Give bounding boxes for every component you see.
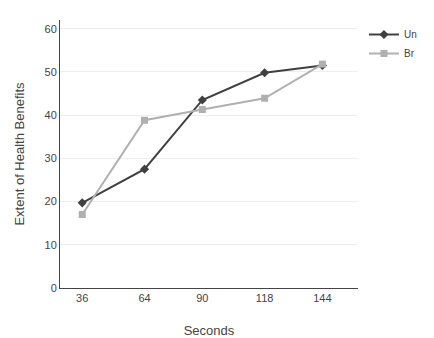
svg-text:20: 20	[45, 195, 57, 207]
svg-text:36: 36	[76, 292, 88, 304]
svg-text:Br: Br	[404, 48, 415, 59]
svg-text:90: 90	[196, 292, 208, 304]
svg-text:118: 118	[256, 292, 274, 304]
svg-text:144: 144	[313, 292, 331, 304]
svg-text:40: 40	[45, 109, 57, 121]
svg-text:60: 60	[45, 23, 57, 35]
svg-text:30: 30	[45, 152, 57, 164]
svg-text:64: 64	[138, 292, 150, 304]
svg-text:Seconds: Seconds	[184, 323, 235, 338]
svg-text:10: 10	[45, 239, 57, 251]
svg-text:0: 0	[51, 282, 57, 294]
svg-text:Un: Un	[404, 29, 417, 40]
svg-text:Extent of Health Benefits: Extent of Health Benefits	[12, 82, 27, 226]
svg-text:50: 50	[45, 66, 57, 78]
